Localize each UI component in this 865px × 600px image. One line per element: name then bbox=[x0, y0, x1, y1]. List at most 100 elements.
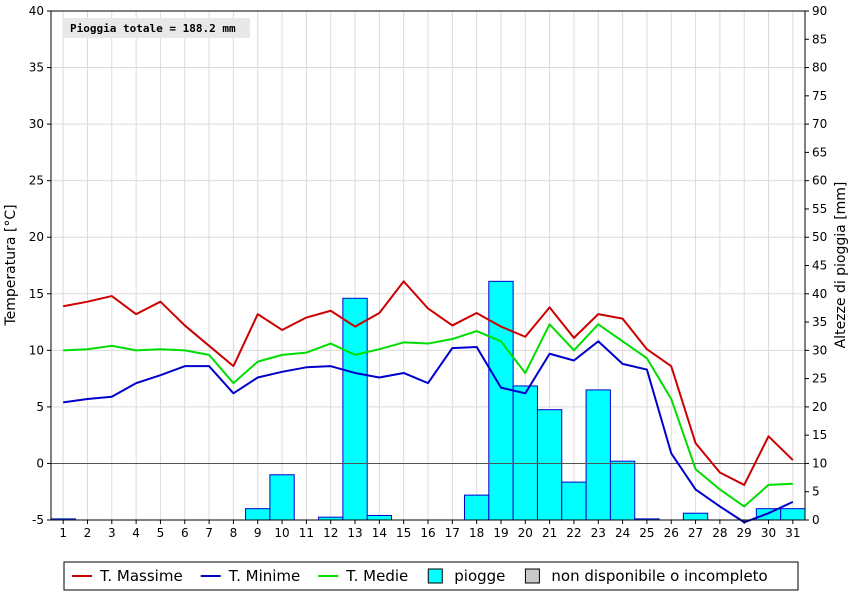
y-right-tick-label: 70 bbox=[812, 117, 827, 131]
y-right-tick-label: 0 bbox=[812, 513, 820, 527]
x-tick-label: 2 bbox=[84, 526, 92, 540]
y-right-tick-label: 45 bbox=[812, 259, 827, 273]
rain-bar bbox=[780, 508, 806, 521]
rain-bar bbox=[682, 512, 709, 521]
x-tick-label: 28 bbox=[712, 526, 727, 540]
y-left-tick-label: 20 bbox=[29, 230, 44, 244]
y-right-tick-label: 10 bbox=[812, 456, 827, 470]
legend-swatch bbox=[427, 568, 443, 584]
legend-label: T. Minime bbox=[228, 567, 301, 585]
y-left-tick-label: -5 bbox=[32, 513, 44, 527]
y-left-tick-label: 15 bbox=[29, 287, 44, 301]
x-tick-label: 13 bbox=[347, 526, 362, 540]
y-axis-right-label: Altezze di pioggia [mm] bbox=[833, 182, 849, 349]
x-tick-label: 10 bbox=[274, 526, 289, 540]
rain-bar bbox=[755, 508, 782, 521]
x-tick-label: 30 bbox=[761, 526, 776, 540]
y-right-tick-label: 85 bbox=[812, 32, 827, 46]
y-right-tick-label: 60 bbox=[812, 174, 827, 188]
y-left-tick-label: 0 bbox=[36, 456, 44, 470]
x-tick-label: 19 bbox=[493, 526, 508, 540]
y-right-tick-label: 40 bbox=[812, 287, 827, 301]
rain-bar bbox=[366, 514, 393, 521]
y-right-tick-label: 55 bbox=[812, 202, 827, 216]
x-tick-label: 9 bbox=[254, 526, 262, 540]
x-tick-label: 6 bbox=[181, 526, 189, 540]
legend-label: T. Massime bbox=[99, 567, 183, 585]
x-tick-label: 22 bbox=[566, 526, 581, 540]
y-right-tick-label: 90 bbox=[812, 4, 827, 18]
y-right-tick-label: 20 bbox=[812, 400, 827, 414]
x-tick-label: 16 bbox=[420, 526, 435, 540]
annotation-box bbox=[64, 18, 250, 38]
x-tick-label: 29 bbox=[737, 526, 752, 540]
rain-bar bbox=[512, 385, 538, 521]
y-axis-left-label: Temperatura [°C] bbox=[3, 204, 19, 326]
rain-bar bbox=[342, 297, 368, 521]
rain-bar bbox=[609, 460, 636, 521]
legend-item-t-massime: T. Massime bbox=[72, 567, 183, 585]
line-t-medie bbox=[63, 323, 793, 508]
x-tick-label: 5 bbox=[157, 526, 165, 540]
y-left-tick-label: 25 bbox=[29, 174, 44, 188]
y-left-tick-label: 10 bbox=[29, 343, 44, 357]
y-right-tick-label: 65 bbox=[812, 145, 827, 159]
y-right-tick-label: 50 bbox=[812, 230, 827, 244]
y-right-tick-label: 5 bbox=[812, 485, 820, 499]
x-tick-label: 1 bbox=[59, 526, 67, 540]
legend-item-t-medie: T. Medie bbox=[318, 567, 408, 585]
rain-bar bbox=[463, 494, 490, 521]
rain-bar bbox=[269, 474, 295, 521]
x-tick-label: 23 bbox=[591, 526, 606, 540]
legend: T. Massime T. Minime T. Medie piogge non dis… bbox=[63, 561, 799, 591]
x-tick-label: 14 bbox=[372, 526, 387, 540]
x-tick-label: 20 bbox=[518, 526, 533, 540]
annotation-text: Pioggia totale = 188.2 mm bbox=[70, 22, 236, 35]
legend-label: piogge bbox=[454, 567, 505, 585]
y-right-tick-label: 30 bbox=[812, 343, 827, 357]
x-tick-label: 8 bbox=[230, 526, 238, 540]
x-tick-label: 31 bbox=[785, 526, 800, 540]
x-tick-label: 4 bbox=[132, 526, 140, 540]
rain-bar bbox=[536, 409, 563, 521]
legend-swatch bbox=[524, 568, 540, 584]
rain-bar bbox=[245, 508, 271, 521]
tick-labels: 1 2 3 4 5 6 7 8 9 10 11 12 13 14 15 16 17 18 19 20 21 22 23 24 2… bbox=[29, 4, 828, 540]
line-t-minime bbox=[63, 340, 794, 524]
y-right-tick-label: 15 bbox=[812, 428, 827, 442]
y-left-tick-label: 5 bbox=[36, 400, 44, 414]
x-tick-label: 15 bbox=[396, 526, 411, 540]
legend-label: T. Medie bbox=[345, 567, 408, 585]
x-tick-label: 24 bbox=[615, 526, 630, 540]
x-tick-label: 27 bbox=[688, 526, 703, 540]
rain-bar bbox=[488, 280, 514, 521]
x-tick-label: 18 bbox=[469, 526, 484, 540]
x-tick-label: 17 bbox=[445, 526, 460, 540]
y-left-tick-label: 35 bbox=[29, 61, 44, 75]
rain-bars bbox=[50, 280, 806, 521]
y-left-tick-label: 30 bbox=[29, 117, 44, 131]
legend-item-non-disponibile-o-incompleto: non disponibile o incompleto bbox=[524, 567, 768, 585]
line-t-massime bbox=[62, 280, 794, 486]
legend-item-piogge: piogge bbox=[427, 567, 505, 585]
x-tick-label: 3 bbox=[108, 526, 116, 540]
y-left-tick-label: 40 bbox=[29, 4, 44, 18]
y-right-tick-label: 80 bbox=[812, 61, 827, 75]
legend-label: non disponibile o incompleto bbox=[551, 567, 767, 585]
y-right-tick-label: 75 bbox=[812, 89, 827, 103]
legend-item-t-minime: T. Minime bbox=[200, 567, 301, 585]
temperature-lines bbox=[62, 280, 794, 524]
x-tick-label: 7 bbox=[205, 526, 213, 540]
rain-total-annotation: Pioggia totale = 188.2 mm bbox=[64, 18, 250, 38]
x-tick-label: 11 bbox=[299, 526, 314, 540]
x-tick-label: 21 bbox=[542, 526, 557, 540]
y-right-tick-label: 25 bbox=[812, 372, 827, 386]
rain-bar bbox=[561, 481, 587, 521]
x-tick-label: 26 bbox=[664, 526, 679, 540]
x-tick-label: 25 bbox=[639, 526, 654, 540]
y-right-tick-label: 35 bbox=[812, 315, 827, 329]
rain-bar bbox=[585, 389, 611, 521]
x-tick-label: 12 bbox=[323, 526, 338, 540]
